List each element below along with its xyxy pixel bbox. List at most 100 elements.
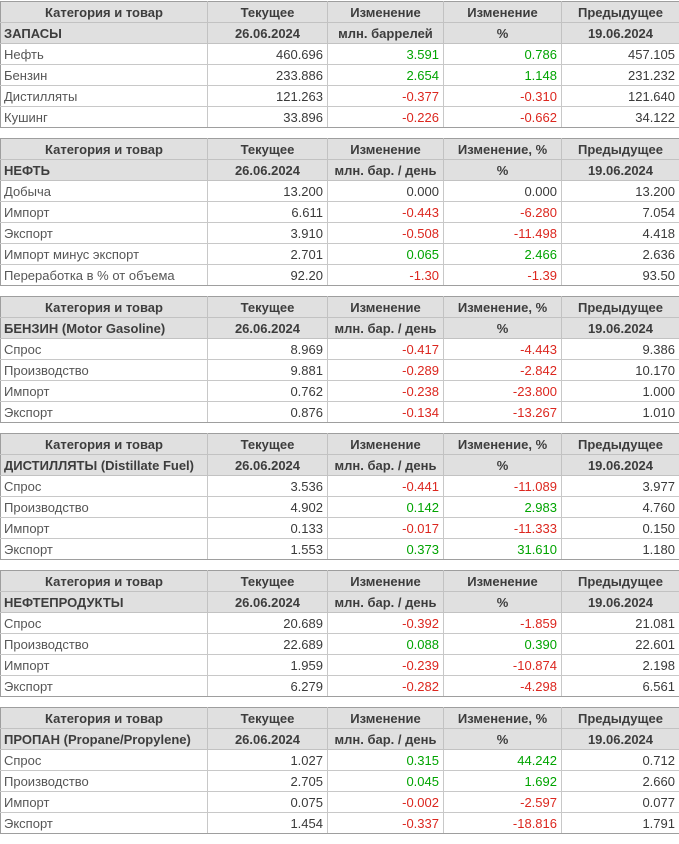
cell-previous: 3.977 (562, 476, 679, 497)
cell-current: 1.553 (208, 539, 328, 560)
cell-previous: 7.054 (562, 202, 679, 223)
cell-previous: 2.660 (562, 771, 679, 792)
subheader-change: млн. бар. / день (328, 455, 444, 476)
cell-current: 6.279 (208, 676, 328, 697)
subheader-change-pct: % (444, 160, 562, 181)
column-header-change-pct: Изменение, % (444, 708, 562, 729)
cell-change: -0.417 (328, 339, 444, 360)
cell-change-pct: -11.333 (444, 518, 562, 539)
cell-previous: 457.105 (562, 44, 679, 65)
cell-label: Импорт (1, 655, 208, 676)
cell-label: Нефть (1, 44, 208, 65)
cell-change-pct: 1.692 (444, 771, 562, 792)
cell-label: Импорт (1, 202, 208, 223)
column-header-previous: Предыдущее (562, 2, 679, 23)
column-header-current: Текущее (208, 708, 328, 729)
cell-change-pct: -1.39 (444, 265, 562, 286)
cell-label: Кушинг (1, 107, 208, 128)
cell-change-pct: -4.443 (444, 339, 562, 360)
cell-label: Спрос (1, 613, 208, 634)
cell-current: 8.969 (208, 339, 328, 360)
cell-change: -0.289 (328, 360, 444, 381)
subheader-change-pct: % (444, 729, 562, 750)
column-header-previous: Предыдущее (562, 708, 679, 729)
cell-current: 6.611 (208, 202, 328, 223)
cell-current: 0.133 (208, 518, 328, 539)
subheader-previous: 19.06.2024 (562, 318, 679, 339)
cell-change-pct: 1.148 (444, 65, 562, 86)
cell-current: 0.075 (208, 792, 328, 813)
cell-change: -0.002 (328, 792, 444, 813)
cell-change: -0.017 (328, 518, 444, 539)
cell-change-pct: -6.280 (444, 202, 562, 223)
subheader-current: 26.06.2024 (208, 592, 328, 613)
cell-label: Спрос (1, 750, 208, 771)
cell-previous: 22.601 (562, 634, 679, 655)
cell-label: Импорт (1, 381, 208, 402)
section-title: ПРОПАН (Propane/Propylene) (1, 729, 208, 750)
column-header-change: Изменение (328, 571, 444, 592)
cell-previous: 21.081 (562, 613, 679, 634)
cell-change: -0.392 (328, 613, 444, 634)
column-header-change: Изменение (328, 139, 444, 160)
cell-change-pct: -18.816 (444, 813, 562, 834)
column-header-change-pct: Изменение, % (444, 434, 562, 455)
subheader-previous: 19.06.2024 (562, 23, 679, 44)
cell-change: 0.088 (328, 634, 444, 655)
cell-label: Дистилляты (1, 86, 208, 107)
cell-current: 4.902 (208, 497, 328, 518)
cell-change: 3.591 (328, 44, 444, 65)
column-header-current: Текущее (208, 139, 328, 160)
subheader-change: млн. бар. / день (328, 160, 444, 181)
cell-previous: 0.712 (562, 750, 679, 771)
cell-change: -0.508 (328, 223, 444, 244)
cell-current: 20.689 (208, 613, 328, 634)
subheader-change-pct: % (444, 592, 562, 613)
subheader-previous: 19.06.2024 (562, 455, 679, 476)
column-header-current: Текущее (208, 297, 328, 318)
cell-previous: 9.386 (562, 339, 679, 360)
cell-change-pct: 31.610 (444, 539, 562, 560)
cell-change-pct: 0.786 (444, 44, 562, 65)
cell-label: Импорт (1, 518, 208, 539)
cell-label: Импорт минус экспорт (1, 244, 208, 265)
subheader-change-pct: % (444, 23, 562, 44)
column-header-current: Текущее (208, 571, 328, 592)
cell-previous: 13.200 (562, 181, 679, 202)
cell-previous: 4.760 (562, 497, 679, 518)
cell-label: Производство (1, 634, 208, 655)
cell-change: 0.065 (328, 244, 444, 265)
cell-previous: 1.180 (562, 539, 679, 560)
cell-previous: 10.170 (562, 360, 679, 381)
column-header-change-pct: Изменение (444, 2, 562, 23)
cell-change: -0.238 (328, 381, 444, 402)
cell-current: 22.689 (208, 634, 328, 655)
